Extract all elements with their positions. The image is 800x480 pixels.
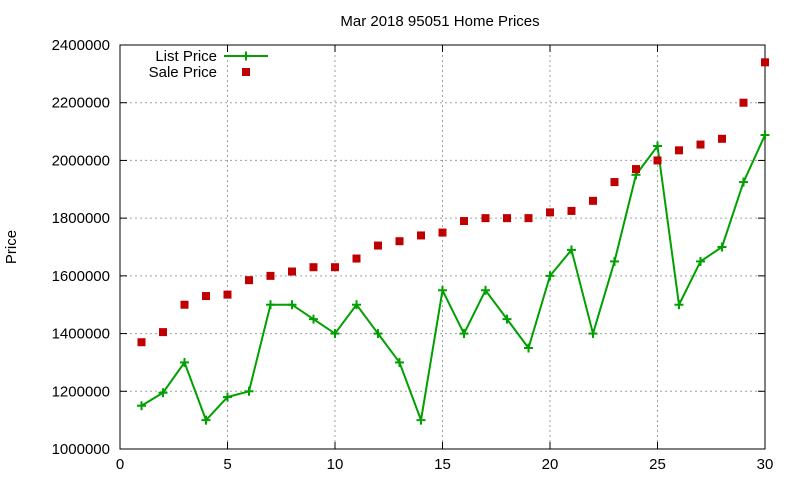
x-tick-label: 15 [434,456,451,473]
data-point-sale-price [632,165,640,174]
x-tick-label: 30 [757,456,774,473]
data-point-list-price [137,401,146,411]
data-point-sale-price [288,267,296,276]
data-point-list-price [502,314,512,324]
data-point-sale-price [202,292,210,301]
data-point-sale-price [374,241,382,250]
data-point-list-price [760,130,770,140]
data-point-sale-price [761,58,769,67]
y-tick-label: 1200000 [52,383,110,400]
data-point-list-price [438,285,447,295]
data-point-list-price [180,357,189,367]
data-point-sale-price [739,98,748,107]
y-tick-label: 1600000 [52,268,110,285]
data-point-list-price [610,256,619,266]
y-tick-label: 1400000 [52,326,110,343]
x-tick-label: 5 [223,456,231,473]
data-point-sale-price [137,338,146,347]
chart-title: Mar 2018 95051 Home Prices [340,13,539,30]
data-point-list-price [287,300,297,310]
data-point-sale-price [653,156,662,165]
data-point-sale-price [223,290,232,299]
data-point-sale-price [266,271,275,280]
data-point-list-price [309,314,318,324]
x-tick-label: 25 [649,456,666,473]
plot-frame [119,44,766,450]
series-list-price [137,130,770,425]
data-point-list-price [653,141,662,151]
x-tick-label: 0 [116,456,124,473]
y-tick-label: 2200000 [52,95,110,112]
data-point-sale-price [417,231,425,240]
data-point-sale-price [524,214,533,223]
data-point-sale-price [352,254,361,263]
data-point-sale-price [696,140,705,149]
data-point-sale-price [180,300,189,309]
data-point-list-price [244,386,254,396]
legend-label-sale-price: Sale Price [149,64,217,81]
x-tick-label: 10 [327,456,344,473]
data-point-list-price [459,329,469,339]
data-point-list-price [717,242,727,252]
data-point-list-price [266,300,275,310]
data-point-list-price [330,329,340,339]
data-point-list-price [158,388,168,398]
data-point-list-price [567,245,576,255]
data-point-sale-price [718,134,726,143]
data-point-list-price [545,271,555,281]
data-point-sale-price [675,146,683,155]
data-point-sale-price [309,263,318,272]
data-point-list-price [524,343,533,353]
data-point-list-price [588,329,598,339]
data-point-sale-price [245,276,253,285]
data-point-list-price [739,177,748,187]
data-point-list-price [223,392,232,402]
legend-marker-list-price [241,51,251,61]
legend-marker-sale-price [242,68,250,76]
y-tick-label: 2400000 [52,37,110,54]
y-tick-label: 2000000 [52,152,110,169]
data-point-sale-price [481,214,490,223]
data-point-sale-price [503,214,511,223]
legend-swatches [224,51,268,76]
data-point-list-price [696,256,705,266]
y-axis-label: Price [3,230,20,264]
data-point-list-price [373,329,383,339]
data-point-sale-price [331,263,339,272]
series-line-list-price [140,134,766,425]
data-point-sale-price [438,228,447,237]
data-point-sale-price [460,217,468,226]
y-tick-label: 1000000 [52,441,110,458]
data-point-sale-price [567,206,576,215]
x-tick-label: 20 [542,456,559,473]
data-point-sale-price [159,328,167,337]
data-point-list-price [674,300,684,310]
data-point-list-price [416,415,426,425]
data-point-list-price [201,415,211,425]
series-layer [137,58,770,425]
data-point-sale-price [546,208,554,217]
grid-lines [120,45,765,449]
legend-label-list-price: List Price [155,48,217,65]
data-point-sale-price [589,196,597,205]
data-point-list-price [352,300,361,310]
data-point-list-price [395,357,404,367]
data-point-sale-price [610,178,619,187]
series-sale-price [137,58,769,347]
data-point-sale-price [395,237,404,246]
data-point-list-price [481,285,490,295]
y-tick-label: 1800000 [52,210,110,227]
axis-ticks: 1000000 1200000 1400000 1600000 1800000 20000… [52,37,774,473]
legend: List Price Sale Price [149,48,268,81]
